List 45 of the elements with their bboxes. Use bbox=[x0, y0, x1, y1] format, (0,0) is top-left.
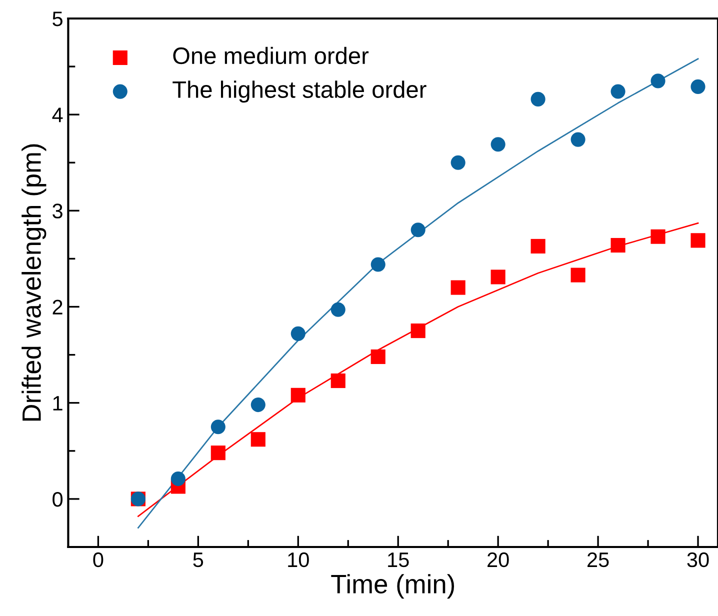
point bbox=[410, 324, 426, 338]
x-tick-label: 10 bbox=[288, 552, 309, 568]
legend-label: The highest stable order bbox=[172, 80, 426, 103]
legend-label: One medium order bbox=[173, 46, 369, 64]
y-tick-label: 2 bbox=[52, 300, 62, 314]
point bbox=[530, 238, 546, 254]
x-tick-label: 5 bbox=[193, 552, 204, 568]
point bbox=[650, 229, 666, 244]
point bbox=[450, 280, 466, 295]
point bbox=[690, 79, 706, 94]
x-tick-label: 25 bbox=[588, 552, 609, 568]
point bbox=[690, 233, 706, 248]
point bbox=[250, 398, 266, 412]
point bbox=[210, 420, 226, 434]
point bbox=[490, 270, 506, 284]
y-tick-label: 4 bbox=[52, 108, 63, 122]
point bbox=[370, 257, 386, 272]
point bbox=[450, 155, 466, 170]
point bbox=[610, 238, 626, 253]
line-series bbox=[137, 222, 699, 517]
point bbox=[330, 302, 346, 317]
x-axis-title: Time (min) bbox=[331, 574, 454, 599]
point bbox=[650, 74, 666, 88]
y-tick-label: 5 bbox=[52, 12, 62, 26]
point bbox=[170, 471, 186, 486]
point bbox=[370, 349, 386, 364]
point bbox=[570, 132, 586, 147]
point bbox=[490, 137, 506, 152]
point bbox=[330, 373, 346, 388]
y-tick-label: 1 bbox=[53, 396, 62, 410]
point bbox=[290, 326, 306, 341]
x-tick-label: 30 bbox=[687, 552, 709, 568]
x-tick-label: 20 bbox=[488, 552, 509, 568]
y-axis-title: Drifted wavelength (pm) bbox=[22, 144, 46, 421]
point bbox=[570, 268, 586, 282]
point bbox=[210, 446, 226, 460]
point bbox=[410, 222, 426, 238]
y-tick-label: 3 bbox=[52, 204, 62, 218]
point bbox=[530, 92, 546, 106]
point bbox=[290, 388, 306, 402]
x-tick-label: 15 bbox=[388, 552, 409, 568]
point bbox=[610, 84, 626, 99]
y-tick-label: 0 bbox=[52, 492, 63, 507]
point bbox=[250, 432, 266, 447]
x-tick-label: 0 bbox=[93, 552, 104, 568]
